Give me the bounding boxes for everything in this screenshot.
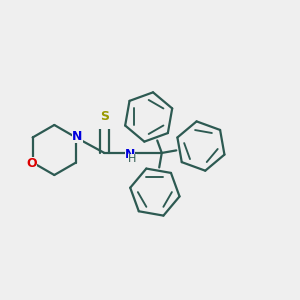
Text: N: N xyxy=(125,148,136,161)
Text: O: O xyxy=(27,157,38,170)
Text: N: N xyxy=(72,130,82,143)
Text: H: H xyxy=(128,154,136,164)
Text: S: S xyxy=(100,110,109,123)
